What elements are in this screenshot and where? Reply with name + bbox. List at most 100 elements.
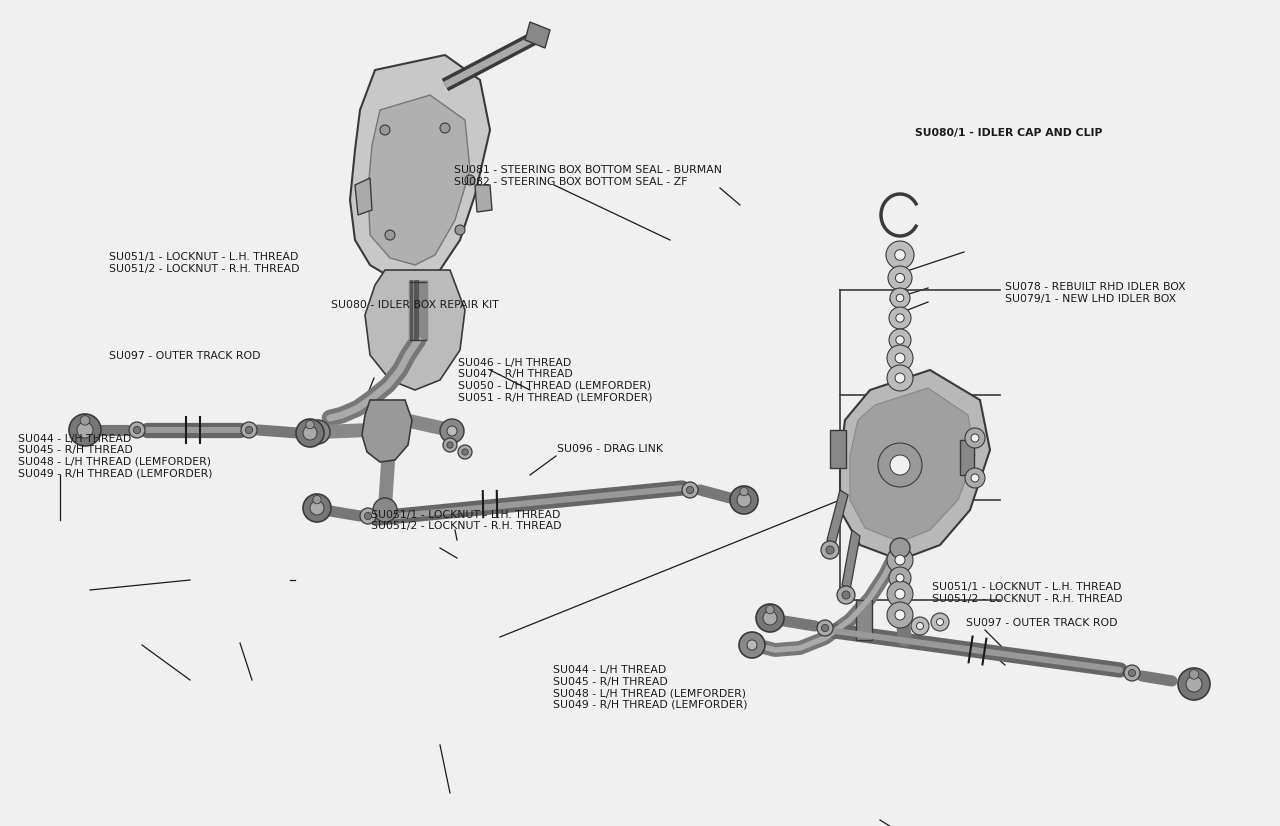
Circle shape: [896, 294, 904, 301]
Circle shape: [895, 589, 905, 599]
Circle shape: [895, 353, 905, 363]
Circle shape: [306, 420, 330, 444]
Polygon shape: [525, 22, 550, 48]
Circle shape: [296, 419, 324, 447]
Circle shape: [896, 314, 904, 322]
Polygon shape: [475, 185, 492, 212]
Text: SU044 - L/H THREAD
SU045 - R/H THREAD
SU048 - L/H THREAD (LEMFORDER)
SU049 - R/H: SU044 - L/H THREAD SU045 - R/H THREAD SU…: [18, 434, 212, 478]
Polygon shape: [842, 530, 860, 590]
Circle shape: [937, 619, 943, 625]
Text: SU044 - L/H THREAD
SU045 - R/H THREAD
SU048 - L/H THREAD (LEMFORDER)
SU049 - R/H: SU044 - L/H THREAD SU045 - R/H THREAD SU…: [553, 665, 748, 710]
Circle shape: [895, 610, 905, 620]
Polygon shape: [850, 388, 975, 542]
Polygon shape: [349, 55, 490, 285]
Circle shape: [740, 487, 749, 496]
Circle shape: [440, 123, 451, 133]
Circle shape: [372, 498, 397, 522]
Circle shape: [465, 175, 475, 185]
Text: SU051/1 - LOCKNUT - L.H. THREAD
SU051/2 - LOCKNUT - R.H. THREAD: SU051/1 - LOCKNUT - L.H. THREAD SU051/2 …: [932, 582, 1123, 604]
Circle shape: [682, 482, 698, 498]
Bar: [960, 440, 974, 475]
Circle shape: [380, 125, 390, 135]
Circle shape: [931, 613, 948, 631]
Circle shape: [748, 640, 756, 650]
Circle shape: [887, 345, 913, 371]
Circle shape: [916, 623, 923, 629]
Circle shape: [895, 373, 905, 383]
Circle shape: [878, 443, 922, 487]
Circle shape: [842, 591, 850, 599]
Circle shape: [765, 605, 774, 614]
Polygon shape: [362, 400, 412, 462]
Circle shape: [739, 632, 765, 658]
Circle shape: [686, 487, 694, 494]
Circle shape: [360, 508, 376, 524]
Circle shape: [462, 449, 468, 455]
Circle shape: [306, 420, 314, 429]
Circle shape: [817, 620, 833, 636]
Circle shape: [730, 486, 758, 514]
Circle shape: [887, 602, 913, 628]
Circle shape: [246, 426, 252, 434]
Circle shape: [314, 427, 323, 437]
Circle shape: [972, 474, 979, 482]
Circle shape: [965, 468, 986, 488]
Circle shape: [890, 307, 911, 329]
Circle shape: [1129, 669, 1135, 676]
Text: SU080/1 - IDLER CAP AND CLIP: SU080/1 - IDLER CAP AND CLIP: [915, 128, 1102, 138]
Circle shape: [365, 512, 371, 520]
Circle shape: [129, 422, 145, 438]
Text: SU096 - DRAG LINK: SU096 - DRAG LINK: [557, 444, 663, 454]
Circle shape: [737, 493, 751, 507]
Polygon shape: [365, 270, 465, 390]
Circle shape: [895, 249, 905, 260]
Polygon shape: [355, 178, 372, 215]
Bar: [829, 430, 846, 468]
Circle shape: [890, 567, 911, 589]
Circle shape: [890, 288, 910, 308]
Circle shape: [69, 414, 101, 446]
Circle shape: [1187, 676, 1202, 692]
Text: SU051/1 - LOCKNUT - L.H. THREAD
SU051/2 - LOCKNUT - R.H. THREAD: SU051/1 - LOCKNUT - L.H. THREAD SU051/2 …: [371, 510, 562, 531]
Text: SU097 - OUTER TRACK ROD: SU097 - OUTER TRACK ROD: [109, 351, 260, 361]
Circle shape: [1178, 668, 1210, 700]
Circle shape: [820, 541, 838, 559]
Circle shape: [454, 225, 465, 235]
Circle shape: [886, 241, 914, 269]
Circle shape: [890, 538, 910, 558]
Text: SU046 - L/H THREAD
SU047 - R/H THREAD
SU050 - L/H THREAD (LEMFORDER)
SU051 - R/H: SU046 - L/H THREAD SU047 - R/H THREAD SU…: [458, 358, 653, 402]
Text: SU081 - STEERING BOX BOTTOM SEAL - BURMAN
SU082 - STEERING BOX BOTTOM SEAL - ZF: SU081 - STEERING BOX BOTTOM SEAL - BURMA…: [454, 165, 722, 187]
Circle shape: [447, 442, 453, 449]
Circle shape: [896, 273, 905, 282]
Circle shape: [965, 428, 986, 448]
Circle shape: [763, 611, 777, 625]
Circle shape: [312, 496, 321, 504]
Circle shape: [837, 586, 855, 604]
Circle shape: [890, 329, 911, 351]
Text: SU097 - OUTER TRACK ROD: SU097 - OUTER TRACK ROD: [966, 618, 1117, 628]
Circle shape: [822, 624, 828, 632]
Polygon shape: [827, 490, 849, 545]
Circle shape: [911, 617, 929, 635]
Circle shape: [440, 419, 465, 443]
Circle shape: [241, 422, 257, 438]
Circle shape: [385, 230, 396, 240]
Circle shape: [443, 438, 457, 452]
Circle shape: [887, 581, 913, 607]
Circle shape: [972, 434, 979, 442]
Circle shape: [887, 365, 913, 391]
Circle shape: [1124, 665, 1140, 681]
Polygon shape: [369, 95, 470, 265]
Circle shape: [887, 547, 913, 573]
Text: SU080 - IDLER BOX REPAIR KIT: SU080 - IDLER BOX REPAIR KIT: [332, 300, 499, 310]
Circle shape: [888, 266, 911, 290]
Circle shape: [81, 415, 90, 425]
Circle shape: [896, 336, 904, 344]
Polygon shape: [840, 370, 989, 560]
Circle shape: [77, 422, 93, 438]
Circle shape: [133, 426, 141, 434]
Circle shape: [826, 546, 835, 554]
Circle shape: [895, 555, 905, 565]
Circle shape: [756, 604, 783, 632]
Circle shape: [890, 455, 910, 475]
